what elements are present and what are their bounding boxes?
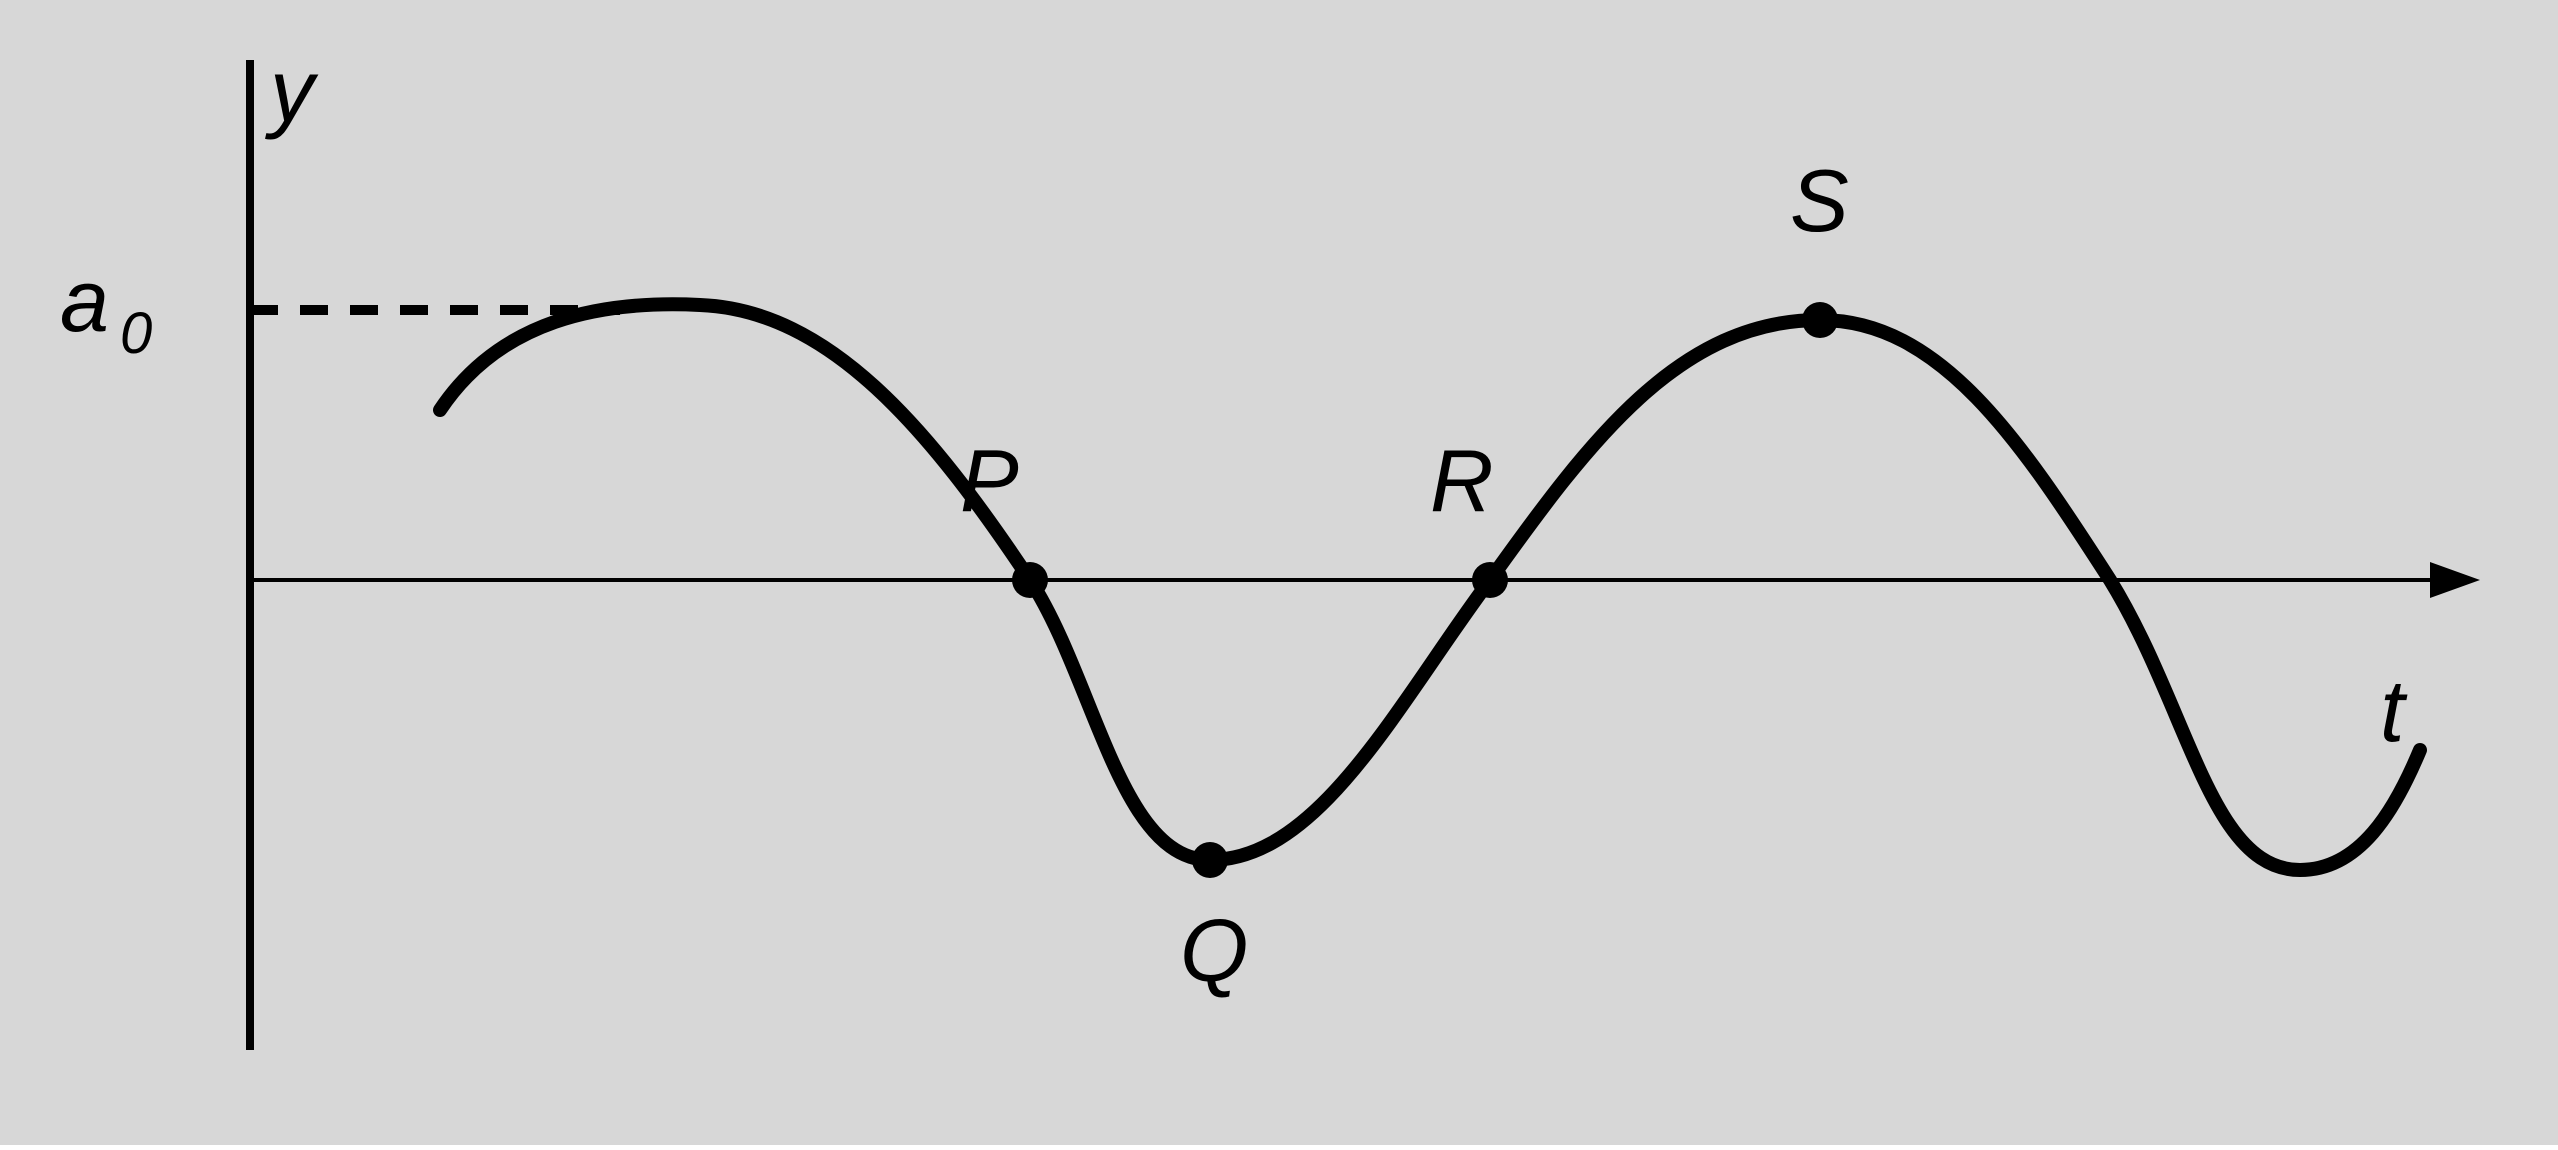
figure-background bbox=[0, 0, 2558, 1145]
amplitude-label: a bbox=[60, 250, 109, 352]
shm-displacement-figure: y t a 0 P Q R S bbox=[0, 0, 2558, 1145]
point-s-label: S bbox=[1790, 150, 1849, 252]
amplitude-label-main: a bbox=[60, 251, 109, 350]
point-p-icon bbox=[1012, 562, 1048, 598]
point-r-label: R bbox=[1430, 430, 1494, 532]
point-q-label: Q bbox=[1180, 900, 1248, 1002]
point-q-icon bbox=[1192, 842, 1228, 878]
x-axis-label: t bbox=[2380, 660, 2404, 762]
point-s-icon bbox=[1802, 302, 1838, 338]
point-p-label: P bbox=[960, 430, 1019, 532]
y-axis-label: y bbox=[270, 40, 314, 142]
figure-svg bbox=[0, 0, 2558, 1145]
point-r-icon bbox=[1472, 562, 1508, 598]
amplitude-label-sub: 0 bbox=[120, 300, 152, 367]
